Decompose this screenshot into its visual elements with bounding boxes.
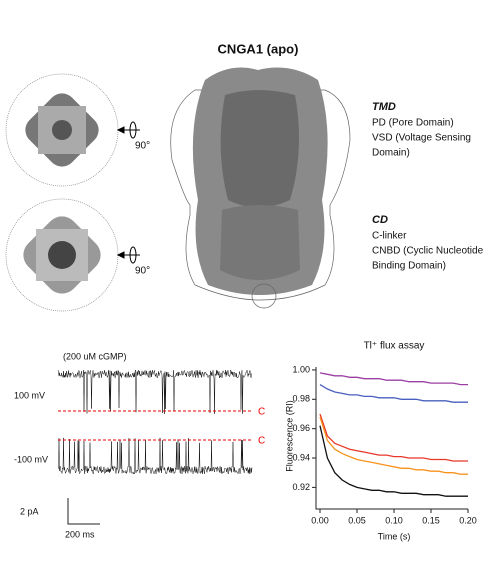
cd-title: CD <box>372 214 388 226</box>
top-view-1 <box>5 73 119 187</box>
tmd-line: Domain) <box>372 148 410 159</box>
y-tick-label: 0.98 <box>292 394 310 404</box>
y-tick-label: 0.94 <box>292 452 310 462</box>
series-line <box>319 384 468 403</box>
closed-marker: C <box>258 407 265 418</box>
top-view-2 <box>5 198 119 312</box>
series-line <box>319 425 468 497</box>
x-tick-label: 0.10 <box>385 515 403 525</box>
title: CNGA1 (apo) <box>218 41 299 56</box>
rotation-label: 90° <box>135 266 150 277</box>
rotation-arrows <box>116 121 140 264</box>
scale-y: 2 pA <box>20 506 39 516</box>
tmd-line: VSD (Voltage Sensing <box>372 133 471 144</box>
cd-line: CNBD (Cyclic Nucleotide <box>372 246 484 257</box>
rotation-label: 90° <box>135 141 150 152</box>
y-tick-label: 1.00 <box>292 364 310 374</box>
x-tick-label: 0.20 <box>459 515 477 525</box>
y-axis-label: Fluorescence (RI) <box>284 400 294 472</box>
series-line <box>319 416 468 475</box>
current-traces <box>57 369 253 475</box>
y-tick-label: 0.92 <box>292 482 310 492</box>
x-tick-label: 0.15 <box>422 515 440 525</box>
cd-line: Binding Domain) <box>372 261 446 272</box>
scale-x: 200 ms <box>65 529 95 539</box>
flux-chart: Tl⁺ flux assay 0.92 0.94 0.96 0.98 1.00 0.00 0.… <box>284 341 476 542</box>
y-tick-label: 0.96 <box>292 423 310 433</box>
series-line <box>319 413 468 462</box>
tmd-line: PD (Pore Domain) <box>372 118 454 129</box>
trace <box>57 437 253 475</box>
chart-title: Tl⁺ flux assay <box>364 341 425 352</box>
x-axis-label: Time (s) <box>378 531 411 541</box>
trace <box>57 369 253 415</box>
x-tick-label: 0.05 <box>348 515 366 525</box>
condition: (200 uM cGMP) <box>63 351 127 361</box>
cd-line: C-linker <box>372 231 407 242</box>
tmd-title: TMD <box>372 101 396 113</box>
x-tick-label: 0.00 <box>311 515 329 525</box>
row-label: 100 mV <box>14 390 45 400</box>
density-map <box>170 67 351 309</box>
row-label: -100 mV <box>14 454 48 464</box>
axes <box>315 367 468 510</box>
closed-marker: C <box>258 436 265 447</box>
scale-bar <box>67 498 100 525</box>
series-line <box>319 372 468 386</box>
